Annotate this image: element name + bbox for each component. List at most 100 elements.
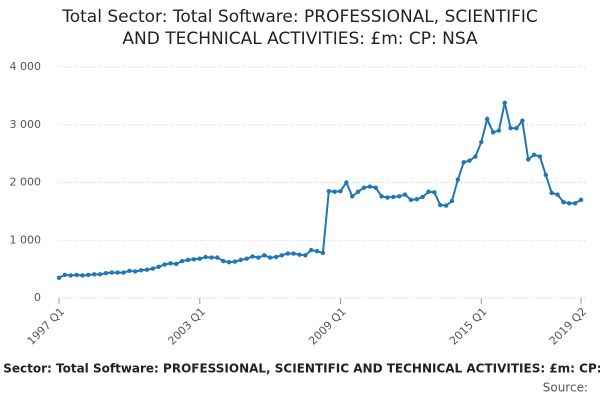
- point: [490, 130, 496, 135]
- point: [502, 100, 507, 106]
- point: [191, 257, 197, 262]
- point: [68, 273, 73, 278]
- point: [291, 251, 296, 256]
- point: [350, 194, 355, 199]
- point: [174, 261, 179, 267]
- point: [332, 189, 337, 194]
- point: [467, 158, 472, 163]
- point: [385, 195, 390, 200]
- point: [133, 269, 138, 274]
- point: [408, 197, 414, 203]
- point: [244, 256, 249, 261]
- point: [367, 184, 373, 189]
- point: [209, 255, 214, 260]
- point: [438, 202, 443, 208]
- point: [326, 188, 331, 194]
- point: [508, 126, 513, 131]
- point: [578, 197, 584, 203]
- point: [179, 258, 185, 264]
- point: [344, 180, 349, 185]
- point: [420, 194, 425, 200]
- x-tick-label: 2019 Q2: [547, 305, 590, 348]
- chart-subtitle: Total Sector: Total Software: PROFESSION…: [0, 362, 600, 376]
- point: [279, 253, 285, 258]
- point: [144, 267, 150, 272]
- line: [58, 102, 582, 279]
- point: [121, 270, 126, 275]
- point: [361, 185, 367, 190]
- point: [185, 257, 191, 263]
- x-tick-label: 2003 Q1: [165, 305, 208, 348]
- point: [215, 255, 220, 260]
- y-tick-label: 4 000: [10, 60, 42, 73]
- point: [150, 266, 156, 271]
- point: [449, 198, 455, 204]
- point: [156, 264, 161, 270]
- source: Source:: [543, 381, 588, 395]
- point: [303, 253, 308, 258]
- point: [496, 128, 502, 133]
- point: [484, 116, 490, 122]
- point: [226, 259, 232, 265]
- point: [309, 247, 314, 253]
- point: [396, 194, 402, 199]
- chart-title: Total Sector: Total Software: PROFESSION…: [61, 7, 538, 27]
- point: [232, 259, 238, 264]
- point: [461, 160, 466, 165]
- point: [555, 192, 560, 197]
- point: [543, 172, 549, 178]
- point: [197, 256, 202, 261]
- point: [162, 262, 167, 267]
- point: [479, 139, 484, 145]
- y-tick-label: 3 000: [10, 118, 42, 131]
- point: [256, 255, 261, 260]
- point: [86, 272, 91, 278]
- point: [514, 126, 519, 131]
- point: [127, 268, 132, 274]
- point: [379, 194, 384, 199]
- point: [520, 118, 525, 123]
- chart-title: AND TECHNICAL ACTIVITIES: £m: CP: NSA: [122, 29, 478, 49]
- point: [426, 189, 431, 194]
- point: [320, 250, 326, 256]
- point: [531, 152, 537, 157]
- x-tick-label: 2009 Q1: [306, 305, 349, 348]
- point: [238, 257, 244, 263]
- point: [572, 201, 578, 206]
- point: [262, 253, 267, 258]
- point: [526, 157, 531, 162]
- point: [355, 189, 361, 194]
- point: [203, 254, 208, 260]
- point: [103, 270, 109, 276]
- point: [221, 258, 226, 264]
- point: [267, 255, 273, 260]
- point: [97, 272, 103, 277]
- point: [56, 275, 62, 280]
- point: [373, 185, 378, 190]
- point: [62, 272, 68, 278]
- point: [297, 252, 302, 257]
- point: [455, 177, 461, 182]
- x-tick-label: 1997 Q1: [25, 305, 68, 348]
- point: [414, 197, 419, 202]
- x-tick-label: 2015 Q1: [447, 305, 490, 348]
- point: [402, 192, 408, 197]
- point: [91, 272, 97, 277]
- point: [273, 254, 279, 260]
- point: [168, 261, 173, 266]
- point: [567, 201, 572, 206]
- point: [285, 251, 290, 256]
- point: [138, 268, 144, 273]
- point: [537, 154, 543, 159]
- point: [443, 203, 449, 208]
- point: [74, 272, 79, 278]
- y-tick-label: 0: [34, 291, 41, 304]
- y-tick-label: 2 000: [10, 176, 42, 189]
- point: [109, 270, 114, 275]
- point: [115, 270, 120, 275]
- point: [549, 190, 554, 196]
- point: [391, 194, 396, 200]
- point: [338, 188, 343, 194]
- point: [314, 249, 320, 254]
